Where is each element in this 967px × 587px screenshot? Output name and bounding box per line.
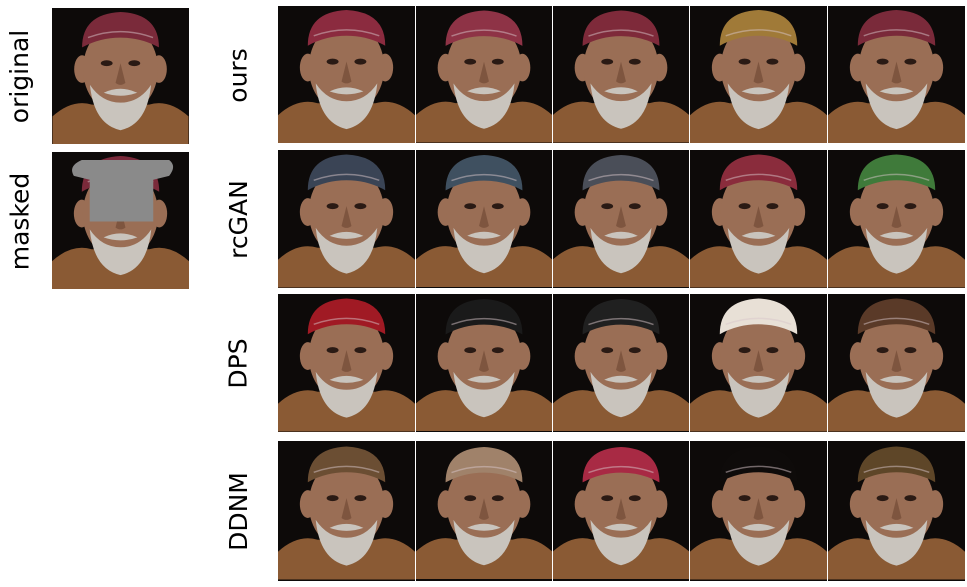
label-masked-text: masked [5,172,35,270]
rcgan-result-5 [828,150,965,288]
row-label-ours: ours [218,8,258,143]
ddnm-result-2 [416,441,552,581]
ddnm-result-1 [278,441,415,581]
ddnm-result-4 [690,441,827,581]
label-original-text: original [5,29,35,124]
masked-image [52,152,189,289]
label-masked: masked [0,152,40,290]
row-label-dps: DPS [218,294,258,432]
dps-result-2 [416,294,552,432]
label-original: original [0,10,40,143]
dps-result-3 [553,294,689,432]
rcgan-result-3 [553,150,689,288]
dps-result-5 [828,294,965,432]
ours-result-1 [278,6,415,143]
row-label-rcgan: rcGAN [218,150,258,288]
rcgan-result-2 [416,150,552,288]
ddnm-result-3 [553,441,689,581]
rcgan-result-4 [690,150,827,288]
ours-result-5 [828,6,965,143]
ddnm-result-5 [828,441,965,581]
row-label-ddnm: DDNM [218,441,258,581]
ours-result-3 [553,6,689,143]
rcgan-result-1 [278,150,415,288]
original-image [52,8,189,144]
ours-result-2 [416,6,552,143]
row-label-ddnm-text: DDNM [223,471,253,551]
dps-result-4 [690,294,827,432]
row-label-rcgan-text: rcGAN [223,179,253,259]
row-label-ours-text: ours [223,48,253,103]
dps-result-1 [278,294,415,432]
ours-result-4 [690,6,827,143]
row-label-dps-text: DPS [223,337,253,389]
